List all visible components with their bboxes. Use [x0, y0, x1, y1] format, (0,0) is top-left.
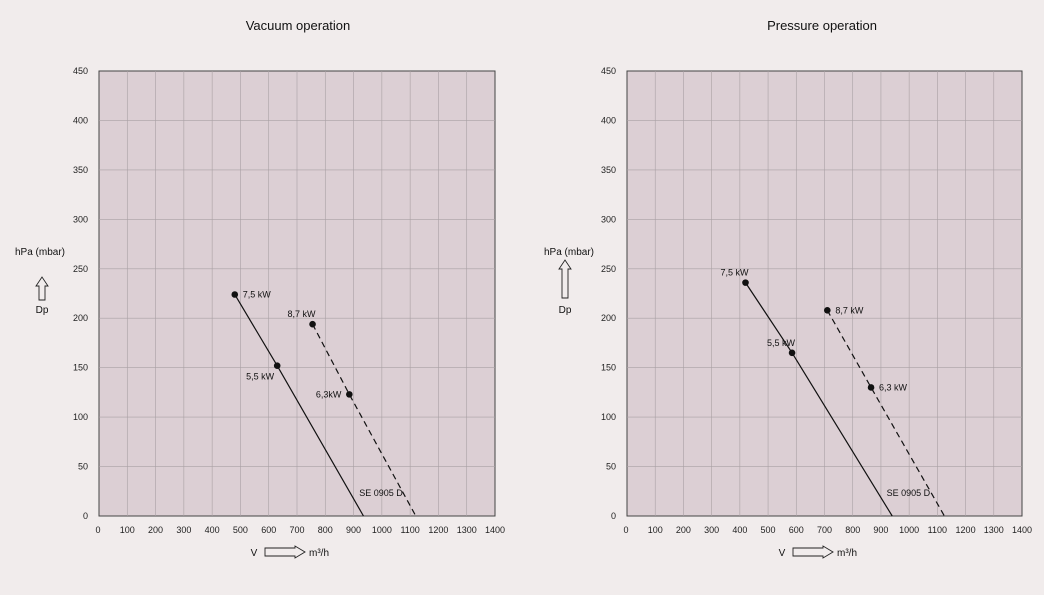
- chart0-x-symbol: V: [251, 548, 258, 559]
- chart0-y-tick-4: 200: [73, 313, 88, 323]
- chart1-y-tick-4: 200: [601, 313, 616, 323]
- chart0-series-1-point-1: [346, 391, 353, 398]
- chart0-x-tick-10: 1000: [372, 525, 392, 535]
- chart0-series-1-line: [312, 323, 417, 517]
- chart1-y-tick-9: 450: [601, 66, 616, 76]
- chart1-x-tick-7: 700: [817, 525, 832, 535]
- chart0-y-arrow-icon: [35, 276, 49, 301]
- chart0-series-1-point-0: [309, 320, 316, 328]
- chart0-y-tick-5: 250: [73, 264, 88, 274]
- chart0-x-tick-14: 1400: [485, 525, 505, 535]
- chart1-x-tick-12: 1200: [956, 525, 976, 535]
- chart0-x-tick-5: 500: [233, 525, 248, 535]
- chart1-x-tick-2: 200: [676, 525, 691, 535]
- chart0-y-tick-8: 400: [73, 115, 88, 125]
- chart1-y-arrow-icon: [558, 259, 572, 299]
- chart0-annotation-0: SE 0905 D: [359, 488, 403, 498]
- chart1-x-tick-0: 0: [623, 525, 628, 535]
- chart1-y-tick-6: 300: [601, 214, 616, 224]
- chart0-x-tick-7: 700: [289, 525, 304, 535]
- chart0-x-tick-6: 600: [261, 525, 276, 535]
- chart1-series-1-point-0: [824, 307, 831, 314]
- chart1-series-0-label-1: 5,5 kW: [767, 338, 796, 348]
- chart0-x-tick-9: 900: [346, 525, 361, 535]
- chart0-y-tick-3: 150: [73, 363, 88, 373]
- chart1-series-0-point-1: [788, 349, 796, 357]
- chart0-series-0-label-1: 5,5 kW: [246, 372, 275, 382]
- chart1-x-tick-1: 100: [648, 525, 663, 535]
- chart0-x-tick-12: 1200: [428, 525, 448, 535]
- chart0-y-label: hPa (mbar): [15, 247, 65, 258]
- chart0-y-tick-6: 300: [73, 214, 88, 224]
- chart0-y-tick-9: 450: [73, 66, 88, 76]
- chart1-x-tick-4: 400: [732, 525, 747, 535]
- chart1-y-tick-8: 400: [601, 115, 616, 125]
- chart1-x-arrow-icon: [792, 545, 834, 559]
- chart1-series-1-label-0: 8,7 kW: [835, 305, 864, 315]
- chart1-y-symbol: Dp: [559, 305, 572, 316]
- chart1-x-tick-14: 1400: [1012, 525, 1032, 535]
- chart0-x-unit: m³/h: [309, 548, 329, 559]
- chart1-x-tick-6: 600: [789, 525, 804, 535]
- chart0-y-tick-0: 0: [83, 511, 88, 521]
- chart0-series-0-point-1: [273, 362, 281, 369]
- chart1-x-tick-11: 1100: [928, 525, 947, 535]
- chart1-series-1-label-1: 6,3 kW: [879, 382, 908, 392]
- chart1-y-label: hPa (mbar): [544, 247, 594, 258]
- chart0-x-tick-2: 200: [148, 525, 163, 535]
- chart0-x-tick-4: 400: [205, 525, 220, 535]
- chart0-x-tick-3: 300: [176, 525, 191, 535]
- chart0-x-tick-13: 1300: [457, 525, 477, 535]
- chart0-x-tick-1: 100: [120, 525, 135, 535]
- chart1-y-tick-1: 50: [606, 462, 616, 472]
- chart1-x-tick-3: 300: [704, 525, 719, 535]
- chart0-series-1-label-0: 8,7 kW: [288, 309, 317, 319]
- chart0-y-symbol: Dp: [36, 305, 49, 316]
- chart0-x-tick-11: 1100: [400, 525, 419, 535]
- chart1-title: Pressure operation: [767, 18, 877, 33]
- chart0-series-0-label-0: 7,5 kW: [243, 289, 272, 299]
- chart1-x-tick-8: 800: [845, 525, 860, 535]
- chart0-title: Vacuum operation: [246, 18, 351, 33]
- chart0-x-tick-0: 0: [95, 525, 100, 535]
- chart1-y-tick-5: 250: [601, 264, 616, 274]
- chart1-x-tick-10: 1000: [899, 525, 919, 535]
- chart1-x-symbol: V: [779, 548, 786, 559]
- chart1-x-tick-9: 900: [873, 525, 888, 535]
- chart0-x-arrow-icon: [264, 545, 306, 559]
- chart1-series-0-label-0: 7,5 kW: [720, 268, 749, 278]
- chart1-x-tick-5: 500: [761, 525, 776, 535]
- chart1-x-tick-13: 1300: [984, 525, 1004, 535]
- chart1-y-tick-0: 0: [611, 511, 616, 521]
- chart1-x-unit: m³/h: [837, 548, 857, 559]
- chart1-y-tick-2: 100: [601, 412, 616, 422]
- chart0-y-tick-1: 50: [78, 462, 88, 472]
- chart1-y-tick-3: 150: [601, 363, 616, 373]
- chart0-series-1-label-1: 6,3kW: [316, 389, 342, 399]
- chart1-series-0-point-0: [742, 279, 749, 286]
- chart1-y-tick-7: 350: [601, 165, 616, 175]
- chart0-series-0-point-0: [231, 291, 239, 298]
- chart1-annotation-0: SE 0905 D: [887, 488, 931, 498]
- chart1-series-1-point-1: [867, 384, 875, 391]
- chart0-y-tick-2: 100: [73, 412, 88, 422]
- chart0-x-tick-8: 800: [318, 525, 333, 535]
- chart0-y-tick-7: 350: [73, 165, 88, 175]
